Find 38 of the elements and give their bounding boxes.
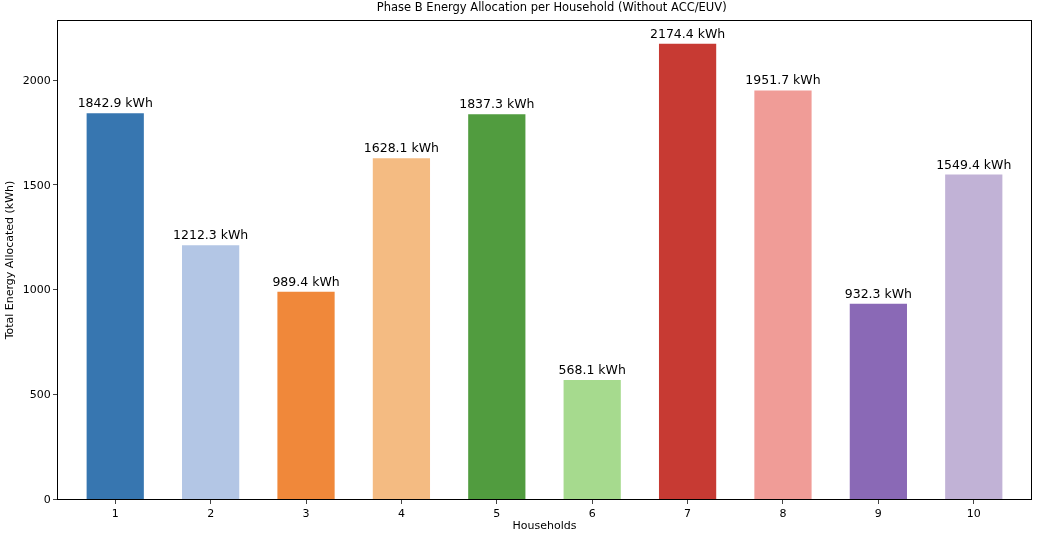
data-label: 1951.7 kWh <box>745 72 821 88</box>
bar <box>849 303 907 499</box>
x-tick-label: 1 <box>111 507 119 521</box>
data-label: 932.3 kWh <box>844 285 913 301</box>
x-tick-label: 8 <box>779 507 787 521</box>
bar <box>754 90 812 499</box>
bar <box>563 380 621 499</box>
y-tick-label: 1000 <box>22 283 51 297</box>
data-label: 1837.3 kWh <box>459 96 535 112</box>
bar <box>468 114 526 499</box>
chart-title: Phase B Energy Allocation per Household (Without ACC/EUV) <box>376 0 727 14</box>
bar <box>277 291 335 499</box>
y-tick-label: 500 <box>29 388 51 402</box>
data-label: 568.1 kWh <box>558 362 626 378</box>
y-tick-label: 0 <box>43 492 51 506</box>
data-label: 1628.1 kWh <box>363 140 440 156</box>
y-axis-title: Total Energy Allocated (kWh) <box>3 180 17 341</box>
bar <box>658 43 717 499</box>
data-label: 1212.3 kWh <box>173 227 249 243</box>
y-tick-label: 1500 <box>22 178 51 192</box>
bar <box>182 245 240 499</box>
x-tick-label: 4 <box>397 507 405 521</box>
x-tick-label: 3 <box>302 507 310 521</box>
y-tick-label: 2000 <box>22 74 51 88</box>
x-tick-label: 6 <box>588 507 596 521</box>
data-label: 2174.4 kWh <box>649 25 726 41</box>
x-tick-label: 2 <box>207 507 215 521</box>
x-tick-label: 9 <box>874 507 882 521</box>
x-axis-title: Households <box>512 519 577 533</box>
data-label: 989.4 kWh <box>272 273 340 289</box>
bar <box>372 158 431 499</box>
bar <box>86 113 144 499</box>
x-tick-label: 10 <box>966 507 981 521</box>
bar <box>945 174 1003 499</box>
data-label: 1549.4 kWh <box>936 156 1012 172</box>
x-tick-label: 5 <box>493 507 501 521</box>
x-tick-label: 7 <box>684 507 692 521</box>
data-label: 1842.9 kWh <box>77 95 153 111</box>
